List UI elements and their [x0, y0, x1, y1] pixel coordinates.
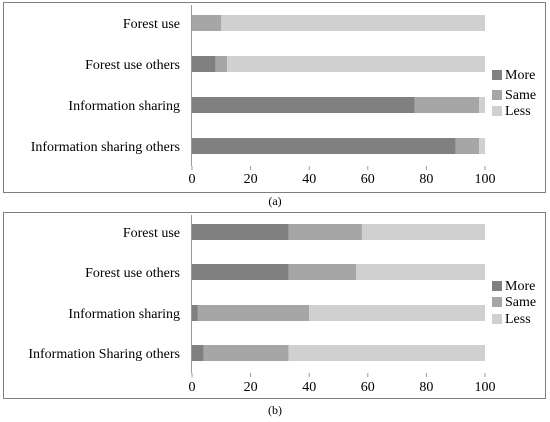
chart-a-bar-more-3: [192, 138, 456, 154]
chart-a-legend-label: Less: [505, 104, 531, 119]
chart-b-bar-less-2: [309, 305, 485, 321]
chart-b-category-label: Information sharing: [68, 307, 180, 322]
chart-a-bar-same-0: [192, 15, 222, 31]
chart-a-frame: [3, 2, 546, 193]
chart-b-x-tick-label: 100: [475, 380, 496, 395]
chart-b-bar-less-0: [361, 224, 485, 240]
chart-a-x-tick-label: 40: [302, 172, 316, 187]
chart-b-category-label: Forest use others: [85, 266, 180, 281]
chart-a-bar-same-1: [215, 56, 228, 72]
chart-a-bar-same-3: [455, 138, 480, 154]
chart-a-category-label: Forest use others: [85, 58, 180, 73]
chart-a-category-label: Information sharing: [68, 99, 180, 114]
chart-b-bar-same-0: [288, 224, 362, 240]
chart-b-legend-label: Same: [505, 295, 536, 310]
chart-b-bar-more-1: [192, 264, 289, 280]
chart-a-x-tick-label: 0: [189, 172, 196, 187]
chart-a-bar-less-1: [227, 56, 485, 72]
chart-a-x-tick-label: 80: [419, 172, 433, 187]
chart-a-bar-same-2: [414, 97, 480, 113]
chart-b-legend-label: Less: [505, 312, 531, 327]
chart-b-frame: [3, 212, 546, 399]
chart-a-legend-label: Same: [505, 88, 536, 103]
chart-b-bar-more-3: [192, 345, 204, 361]
chart-b-bar-less-3: [288, 345, 485, 361]
chart-a-category-label: Forest use: [123, 17, 180, 32]
chart-b-bar-more-2: [192, 305, 198, 321]
chart-b-legend-label: More: [505, 279, 535, 294]
chart-a-x-tick-label: 100: [475, 172, 496, 187]
chart-b-x-tick-label: 40: [302, 380, 316, 395]
chart-a-legend-swatch-less: [492, 106, 502, 116]
chart-a-bar-more-2: [192, 97, 415, 113]
chart-b-legend-swatch-more: [492, 281, 502, 291]
chart-b-x-tick-label: 20: [244, 380, 258, 395]
chart-a-bar-less-3: [479, 138, 485, 154]
chart-b-bar-same-2: [197, 305, 310, 321]
chart-b-x-tick-label: 0: [189, 380, 196, 395]
chart-b-bar-more-0: [192, 224, 289, 240]
chart-b-category-label: Forest use: [123, 226, 180, 241]
chart-b-category-label: Information Sharing others: [28, 347, 180, 362]
chart-a-x-tick-label: 60: [361, 172, 375, 187]
chart-b-legend-swatch-less: [492, 314, 502, 324]
chart-b-bar-same-3: [203, 345, 289, 361]
chart-b-legend-swatch-same: [492, 297, 502, 307]
chart-a-legend-swatch-same: [492, 90, 502, 100]
chart-a-bar-less-0: [221, 15, 486, 31]
chart-b-caption: (b): [268, 403, 282, 417]
chart-a-caption: (a): [268, 194, 281, 208]
chart-a-category-label: Information sharing others: [31, 140, 180, 155]
chart-a-legend-label: More: [505, 68, 535, 83]
chart-b-x-tick-label: 80: [419, 380, 433, 395]
chart-b-x-tick-label: 60: [361, 380, 375, 395]
chart-a-bar-less-2: [479, 97, 485, 113]
chart-a-x-tick-label: 20: [244, 172, 258, 187]
chart-a-legend-swatch-more: [492, 70, 502, 80]
chart-a-bar-more-1: [192, 56, 216, 72]
chart-b-bar-same-1: [288, 264, 357, 280]
chart-b-bar-less-1: [356, 264, 485, 280]
